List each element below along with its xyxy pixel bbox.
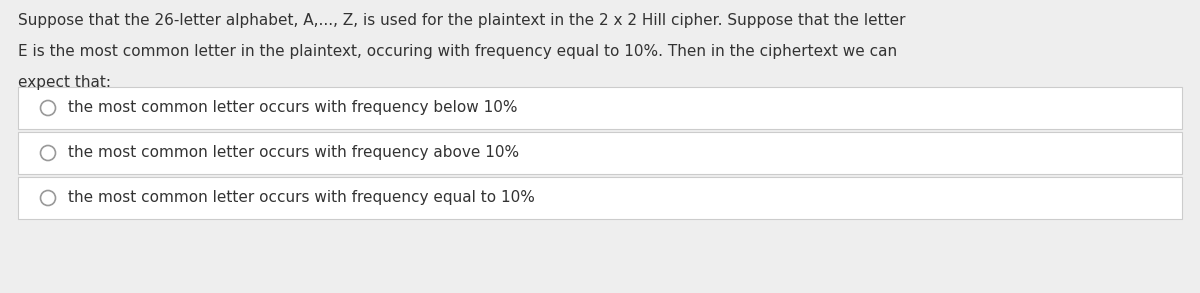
Circle shape [41, 190, 55, 205]
Bar [18, 87, 1182, 129]
Text: the most common letter occurs with frequency above 10%: the most common letter occurs with frequ… [68, 146, 520, 161]
Text: expect that:: expect that: [18, 75, 112, 90]
Text: the most common letter occurs with frequency equal to 10%: the most common letter occurs with frequ… [68, 190, 535, 205]
Text: the most common letter occurs with frequency below 10%: the most common letter occurs with frequ… [68, 100, 517, 115]
Text: Suppose that the 26-letter alphabet, A,..., Z, is used for the plaintext in the : Suppose that the 26-letter alphabet, A,.… [18, 13, 906, 28]
Text: E is the most common letter in the plaintext, occuring with frequency equal to 1: E is the most common letter in the plain… [18, 44, 898, 59]
Bar [18, 132, 1182, 174]
Circle shape [41, 146, 55, 161]
Bar [18, 177, 1182, 219]
Circle shape [41, 100, 55, 115]
